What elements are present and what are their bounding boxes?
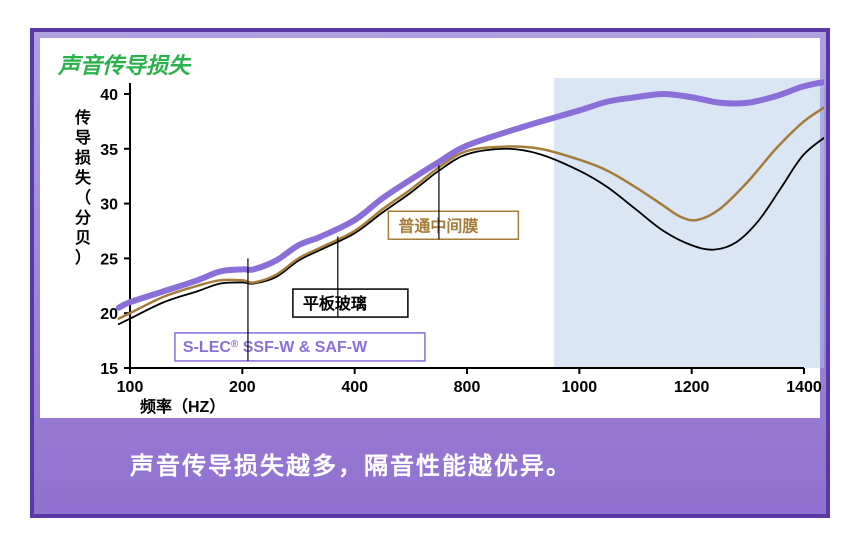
x-tick-label: 200 [229, 379, 256, 396]
x-tick-label: 1000 [562, 379, 598, 396]
y-axis-label: 传导损失（分贝） [74, 108, 92, 267]
chart-card: 声音传导损失 152025303540100200400800100012001… [30, 28, 830, 518]
y-tick-label: 25 [100, 251, 118, 268]
y-tick-label: 30 [100, 197, 118, 214]
highlight-band [554, 78, 824, 368]
caption-text: 声音传导损失越多，隔音性能越优异。 [130, 446, 572, 481]
y-tick-label: 35 [100, 142, 118, 159]
series-label-text: S-LEC® SSF-W & SAF-W [183, 338, 368, 356]
x-tick-label: 1200 [674, 379, 710, 396]
chart-svg: 15 20 25 30 35 40 100 200 400 800 1000 1200 1400 传导损失… [40, 38, 824, 418]
x-tick-label: 100 [117, 379, 144, 396]
chart-panel: 声音传导损失 15 20 25 30 35 40 100 200 400 800 1000 1200 1… [40, 38, 820, 418]
y-tick-label: 40 [100, 87, 118, 104]
x-axis-label: 频率（HZ） [140, 397, 225, 416]
x-tick-label: 800 [454, 379, 481, 396]
x-tick-label: 1400 [786, 379, 822, 396]
y-tick-label: 20 [100, 306, 118, 323]
x-tick-label: 400 [341, 379, 368, 396]
caption-panel: 声音传导损失越多，隔音性能越优异。 [40, 418, 820, 508]
y-tick-label: 15 [100, 361, 118, 378]
chart-title: 声音传导损失 [58, 48, 190, 80]
series-label-text: 平板玻璃 [303, 294, 367, 313]
